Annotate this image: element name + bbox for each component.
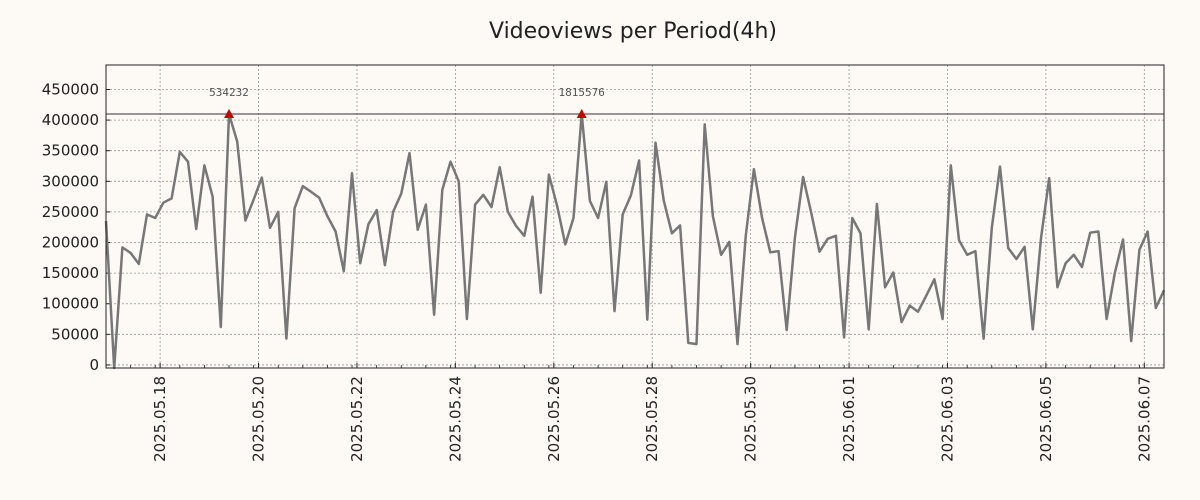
x-tick-label: 2025.05.28 [643,376,661,462]
y-tick-label: 300000 [42,172,99,190]
y-tick-label: 350000 [42,142,99,160]
plot-area [106,65,1164,368]
x-tick-label: 2025.05.30 [742,376,760,462]
x-axis: 2025.05.18 2025.05.20 2025.05.22 2025.05.24… [105,363,1165,462]
y-tick-label: 50000 [51,325,99,343]
peak-marker [224,108,235,118]
x-gridlines [159,65,1145,368]
x-tick-label: 2025.06.07 [1135,376,1153,462]
peak-label: 534232 [209,86,249,99]
series-group [104,112,1166,370]
y-tick-label: 400000 [42,111,99,129]
x-tick-label: 2025.06.05 [1037,376,1055,462]
y-axis: 0 50000 100000 150000 200000 250000 300000 3500… [42,80,110,374]
series-line [104,112,1166,370]
y-tick-label: 150000 [42,264,99,282]
x-tick-label: 2025.05.22 [348,376,366,462]
y-tick-label: 250000 [42,203,99,221]
x-tick-label: 2025.06.01 [840,376,858,462]
y-tick-label: 0 [89,356,99,374]
x-tick-label: 2025.05.20 [250,376,268,462]
x-tick-label: 2025.05.18 [151,376,169,462]
peak-marker [576,108,587,118]
annotations-group: 534232 1815576 [209,86,605,118]
peak-label: 1815576 [559,86,605,99]
y-tick-label: 100000 [42,295,99,313]
x-tick-label: 2025.06.03 [938,376,956,462]
y-tick-label: 200000 [42,234,99,252]
x-tick-label: 2025.05.24 [446,376,464,462]
y-tick-label: 450000 [42,80,99,98]
chart-title: Videoviews per Period(4h) [489,19,777,44]
plot-frame [105,64,1165,369]
x-tick-label: 2025.05.26 [545,376,563,462]
